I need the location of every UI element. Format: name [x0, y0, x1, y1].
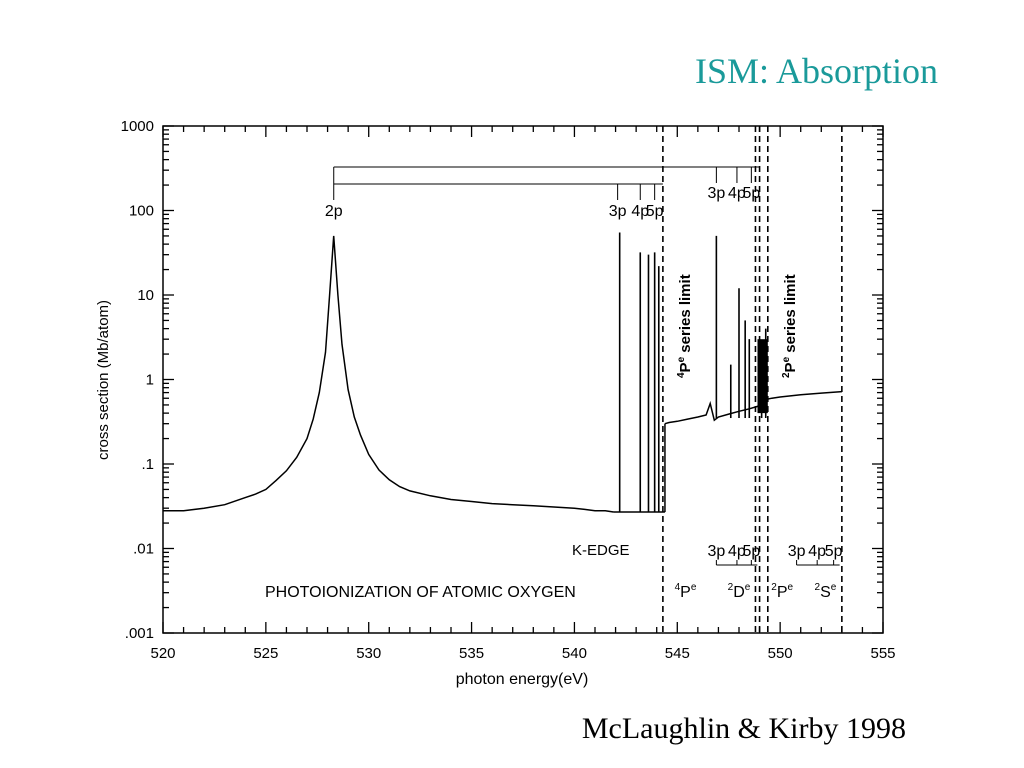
term-label: 2Pe: [771, 582, 793, 601]
plot-frame: [162, 125, 884, 634]
slide-title: ISM: Absorption: [694, 51, 938, 91]
y-tick-label: .001: [125, 625, 154, 642]
rydberg-label-top: 4p: [631, 203, 649, 220]
term-label: 2De: [728, 582, 751, 601]
annotations: 4Pe 2De 2Pe 2Se 4Pe series limit 2Pe series l…: [675, 274, 837, 601]
term-label: 2Se: [815, 582, 837, 601]
series-line-1: [163, 235, 614, 513]
y-tick-label: 100: [129, 203, 154, 220]
rydberg-label-bottom: 4p: [808, 543, 826, 560]
y-tick-label: .1: [141, 456, 154, 473]
series-limit-lines: [662, 126, 843, 633]
plot-annotation-title: PHOTOIONIZATION OF ATOMIC OXYGEN: [265, 584, 576, 601]
series-limit-label-4p: 4Pe series limit: [676, 274, 694, 378]
x-tick-label: 520: [150, 645, 175, 662]
y-tick-label: 1: [146, 372, 154, 389]
series-line-2: [664, 390, 842, 425]
rydberg-label-bottom: 5p: [742, 543, 760, 560]
rydberg-label-bottom: 3p: [788, 543, 806, 560]
y-axis-label: cross section (Mb/atom): [95, 300, 112, 460]
x-tick-labels: 520 525 530 535 540 545 550 555: [150, 645, 895, 662]
x-axis-label: photon energy(eV): [456, 671, 589, 688]
rydberg-label-top-upper: 4p: [728, 185, 746, 202]
y-tick-label: 10: [137, 287, 154, 304]
y-tick-labels: .001 .01 .1 1 10 100 1000: [121, 118, 154, 642]
rydberg-label-bottom: 3p: [707, 543, 725, 560]
axis-ticks: [162, 125, 884, 634]
x-tick-label: 530: [356, 645, 381, 662]
rydberg-label-bottom: 5p: [825, 543, 843, 560]
citation: McLaughlin & Kirby 1998: [581, 712, 906, 745]
rydberg-label-top: 2p: [325, 203, 343, 220]
rydberg-label-bottom: 4p: [728, 543, 746, 560]
term-label: 4Pe: [675, 582, 697, 601]
rydberg-label-top-upper: 3p: [707, 185, 725, 202]
rydberg-label-top: 5p: [646, 203, 664, 220]
x-tick-label: 540: [562, 645, 587, 662]
series-limit-label-2p: 2Pe series limit: [781, 274, 799, 378]
x-tick-label: 545: [665, 645, 690, 662]
resonance-cluster: [757, 339, 768, 414]
curves: [163, 232, 842, 513]
x-tick-label: 525: [253, 645, 278, 662]
x-tick-label: 550: [768, 645, 793, 662]
k-edge-label: K-EDGE: [572, 542, 630, 559]
x-tick-label: 535: [459, 645, 484, 662]
y-tick-label: .01: [133, 541, 154, 558]
rydberg-label-top: 3p: [609, 203, 627, 220]
y-tick-label: 1000: [121, 118, 154, 135]
x-tick-label: 555: [870, 645, 895, 662]
rydberg-label-top-upper: 5p: [742, 185, 760, 202]
